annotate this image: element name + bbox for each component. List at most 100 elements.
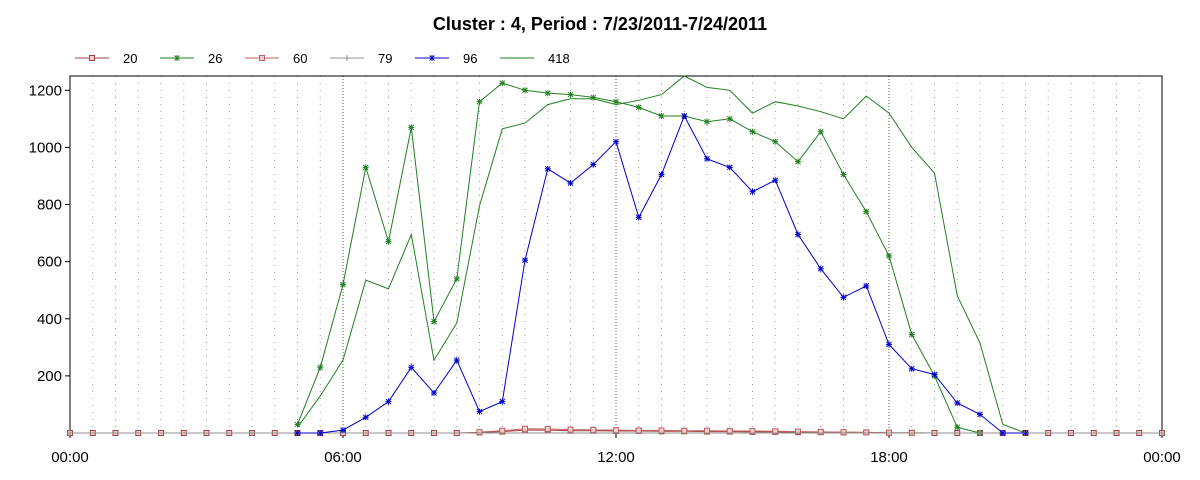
chart-title: Cluster : 4, Period : 7/23/2011-7/24/201… xyxy=(433,14,767,34)
data-point xyxy=(431,390,437,397)
marker-stroke xyxy=(954,400,961,406)
grid xyxy=(92,76,1140,433)
marker-stroke xyxy=(772,177,779,184)
marker-stroke xyxy=(863,208,870,215)
y-axis: 200 400 600 800 1000 1200 xyxy=(29,82,70,385)
marker-stroke xyxy=(544,165,551,172)
legend-label: 20 xyxy=(123,51,137,66)
data-point xyxy=(817,265,824,272)
data-point xyxy=(704,155,710,162)
data-point xyxy=(174,55,180,61)
legend-item-60: 60 xyxy=(245,51,307,66)
legend-label: 60 xyxy=(293,51,307,66)
data-point xyxy=(613,98,619,105)
x-tick-label: 00:00 xyxy=(1143,449,1181,466)
data-point xyxy=(772,177,779,184)
data-point xyxy=(908,331,915,338)
data-point xyxy=(658,171,665,178)
x-axis: 00:00 06:00 12:00 18:00 00:00 xyxy=(51,433,1181,466)
data-point xyxy=(977,430,983,436)
data-point xyxy=(999,430,1006,436)
data-point xyxy=(954,400,961,407)
data-point xyxy=(681,112,688,119)
marker-stroke xyxy=(840,171,847,178)
marker-stroke xyxy=(317,430,324,436)
data-point xyxy=(259,55,265,61)
data-point xyxy=(476,408,483,415)
marker-stroke xyxy=(931,371,938,378)
data-point xyxy=(863,429,870,436)
data-point xyxy=(1159,430,1165,436)
data-point xyxy=(749,188,756,195)
y-tick-label: 600 xyxy=(37,254,62,271)
marker-stroke xyxy=(340,427,346,433)
y-tick-label: 800 xyxy=(37,197,62,214)
data-point xyxy=(886,252,892,259)
marker-stroke xyxy=(886,341,892,348)
data-point xyxy=(613,138,619,145)
marker-stroke xyxy=(908,331,915,338)
data-point xyxy=(362,414,369,421)
data-point xyxy=(658,427,665,434)
marker-stroke xyxy=(772,138,779,145)
data-point xyxy=(89,55,95,61)
marker-stroke xyxy=(294,421,301,428)
legend-label: 96 xyxy=(463,51,477,66)
marker-stroke xyxy=(863,283,870,289)
data-point xyxy=(635,214,642,221)
data-point xyxy=(817,428,824,435)
x-tick-label: 12:00 xyxy=(597,449,635,466)
data-point xyxy=(886,341,892,348)
marker-stroke xyxy=(408,124,415,131)
marker-stroke xyxy=(817,128,824,135)
marker-stroke xyxy=(174,55,180,61)
data-point xyxy=(795,158,801,165)
marker-stroke xyxy=(795,158,801,165)
marker-stroke xyxy=(429,55,435,61)
marker-stroke xyxy=(590,161,597,168)
marker-stroke xyxy=(431,318,437,325)
marker-stroke xyxy=(385,398,392,405)
data-point xyxy=(931,371,938,378)
y-tick-label: 400 xyxy=(37,311,62,328)
data-point xyxy=(544,165,551,172)
marker-stroke xyxy=(613,138,619,145)
data-point xyxy=(772,138,779,145)
legend-item-79: 79 xyxy=(330,51,392,66)
data-point xyxy=(749,128,756,135)
data-point xyxy=(681,427,688,434)
marker-stroke xyxy=(431,390,437,396)
marker-stroke xyxy=(567,91,574,98)
marker-stroke xyxy=(476,408,483,415)
data-point xyxy=(429,55,435,61)
data-point xyxy=(317,430,324,436)
series-96 xyxy=(294,112,1029,436)
marker-stroke xyxy=(476,98,483,105)
data-point xyxy=(408,124,415,131)
marker-stroke xyxy=(362,164,369,171)
marker-stroke xyxy=(635,214,642,221)
marker-stroke xyxy=(817,265,824,272)
data-point xyxy=(476,98,483,105)
marker-stroke xyxy=(544,90,551,96)
data-point xyxy=(408,364,415,371)
marker-stroke xyxy=(317,364,324,371)
series-line xyxy=(297,114,1026,434)
y-tick-label: 200 xyxy=(37,368,62,385)
data-point xyxy=(863,208,870,215)
data-point xyxy=(817,128,824,135)
data-point xyxy=(385,398,392,405)
series-layer xyxy=(67,75,1165,436)
data-point xyxy=(249,430,255,436)
data-point xyxy=(840,294,847,301)
x-tick-label: 00:00 xyxy=(51,449,89,466)
data-point xyxy=(385,238,392,245)
data-point xyxy=(795,231,801,238)
marker-stroke xyxy=(658,113,665,119)
data-point xyxy=(344,55,350,61)
data-point xyxy=(476,429,483,436)
legend-item-20: 20 xyxy=(75,51,137,66)
data-point xyxy=(908,365,915,372)
data-point xyxy=(613,427,619,434)
data-point xyxy=(749,428,756,435)
